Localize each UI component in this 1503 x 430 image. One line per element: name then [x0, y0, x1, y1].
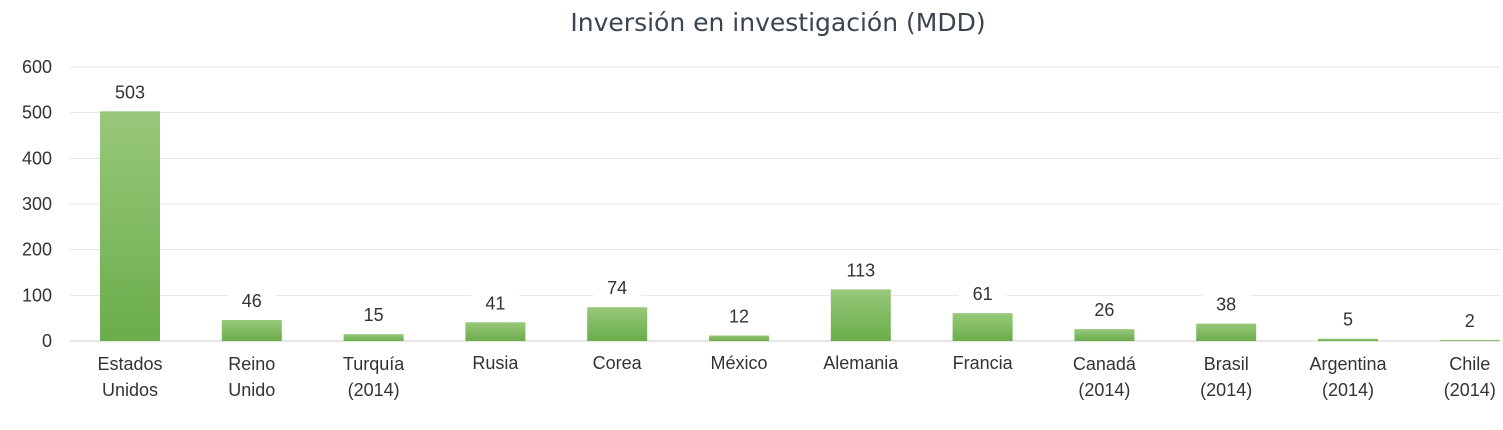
data-label: 61: [973, 284, 993, 304]
y-tick-label: 100: [22, 285, 52, 305]
chart-title: Inversión en investigación (MDD): [570, 8, 985, 37]
x-tick-label: Estados: [97, 354, 162, 374]
bar: [952, 313, 1013, 341]
data-label: 38: [1216, 295, 1236, 315]
data-label: 5: [1343, 310, 1353, 330]
data-label-background: [593, 276, 642, 301]
bar: [343, 334, 404, 341]
x-tick-label: Corea: [593, 353, 643, 373]
data-label: 2: [1465, 311, 1475, 331]
x-tick-label: (2014): [1200, 380, 1252, 400]
data-label: 113: [846, 260, 875, 280]
x-tick-label: Rusia: [472, 353, 519, 373]
bar: [709, 335, 769, 341]
y-tick-label: 600: [22, 57, 52, 77]
x-tick-label: (2014): [1322, 380, 1374, 400]
y-axis: 0 100 200 300 400 500 600: [22, 57, 52, 351]
x-tick-label: (2014): [348, 380, 400, 400]
x-tick-label: Unidos: [102, 380, 158, 400]
bar: [100, 111, 160, 342]
data-label-background: [1324, 307, 1372, 332]
data-label: 12: [729, 307, 749, 327]
x-tick-label: Argentina: [1309, 354, 1387, 374]
y-tick-label: 400: [22, 148, 52, 168]
data-label: 15: [364, 305, 384, 325]
data-label-background: [349, 303, 398, 328]
x-tick-label: (2014): [1444, 380, 1496, 400]
data-label-background: [106, 80, 154, 105]
bar: [587, 307, 648, 341]
x-axis: Estados Unidos Reino Unido Turquía (2014) Rusi…: [97, 353, 1495, 400]
y-tick-label: 200: [22, 240, 52, 260]
bars: [100, 111, 1500, 342]
bar: [221, 319, 282, 341]
bar: [830, 289, 891, 341]
x-tick-label: (2014): [1078, 380, 1130, 400]
data-label-background: [227, 288, 276, 313]
data-label: 26: [1094, 300, 1114, 320]
x-tick-label: Francia: [953, 353, 1014, 373]
data-label-background: [836, 258, 885, 283]
bar: [1196, 323, 1257, 341]
x-tick-label: Brasil: [1204, 354, 1249, 374]
y-tick-label: 500: [22, 103, 52, 123]
x-tick-label: Turquía: [343, 354, 405, 374]
data-label: 503: [115, 82, 145, 102]
x-tick-label: Canadá: [1073, 354, 1137, 374]
data-labels: 503 46 15 41 74 12 113 61 26 38 5 2: [106, 80, 1494, 334]
x-tick-label: Alemania: [823, 353, 899, 373]
x-tick-label: Reino: [228, 354, 275, 374]
data-label-background: [1202, 292, 1251, 317]
x-tick-label: Unido: [228, 380, 275, 400]
data-label-background: [715, 304, 763, 329]
data-label-background: [1080, 298, 1129, 323]
data-label-background: [471, 291, 520, 316]
data-label: 46: [242, 291, 262, 311]
gridlines: [70, 66, 1500, 342]
bar: [1074, 329, 1135, 341]
data-label-background: [1445, 309, 1494, 334]
bar: [1439, 340, 1500, 341]
x-tick-label: Chile: [1449, 354, 1490, 374]
x-tick-label: México: [710, 353, 767, 373]
y-tick-label: 0: [42, 331, 52, 351]
y-tick-label: 300: [22, 194, 52, 214]
bar: [465, 322, 526, 341]
bar: [1318, 338, 1378, 341]
data-label-background: [958, 282, 1007, 307]
data-label: 74: [607, 278, 627, 298]
data-label: 41: [485, 293, 505, 313]
